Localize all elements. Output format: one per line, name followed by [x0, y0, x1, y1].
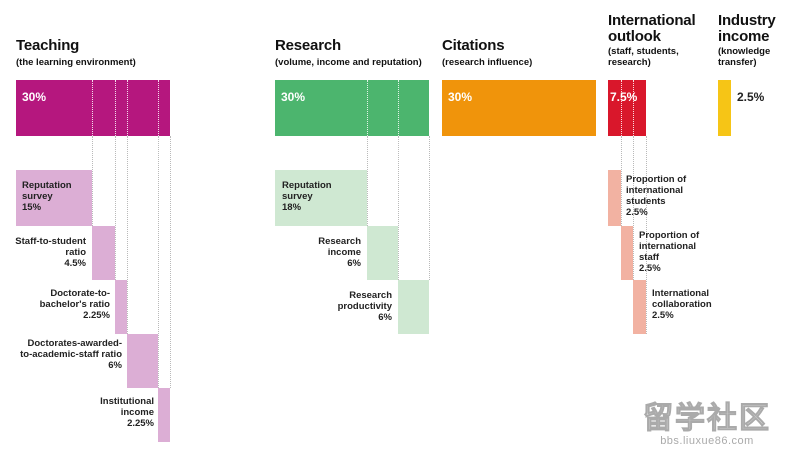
citations-weight: 30% — [448, 90, 473, 104]
industry-title: Industry income — [718, 12, 776, 45]
industry-subtitle: (knowledge transfer) — [718, 46, 771, 68]
teaching-title: Teaching — [16, 37, 80, 54]
international-collaboration-label: International collaboration 2.5% — [652, 288, 712, 321]
teaching-reputation-label: Reputation survey 15% — [22, 180, 72, 213]
research-productivity-block — [398, 280, 429, 334]
research-weight: 30% — [281, 90, 306, 104]
industry-main-bar — [718, 80, 731, 136]
research-title: Research — [275, 37, 341, 54]
citations-main-bar: 30% — [442, 80, 596, 136]
teaching-doctorates-awarded-label: Doctorates-awarded-to-academic-staff rat… — [20, 338, 122, 371]
teaching-staff-ratio-block — [92, 226, 115, 280]
international-weight: 7.5% — [610, 90, 638, 104]
international-subtitle: (staff, students, research) — [608, 46, 679, 68]
teaching-reputation-block — [16, 170, 92, 226]
international-students-label: Proportion of international students 2.5… — [626, 174, 687, 218]
industry-weight: 2.5% — [737, 90, 765, 104]
teaching-staff-ratio-label: Staff-to-student ratio 4.5% — [15, 236, 86, 269]
citations-title: Citations — [442, 37, 505, 54]
citations-subtitle: (research influence) — [442, 57, 533, 68]
international-staff-label: Proportion of international staff 2.5% — [639, 230, 700, 274]
international-staff-block — [621, 226, 633, 280]
teaching-weight: 30% — [22, 90, 47, 104]
watermark-logo: 留学社区 — [643, 402, 771, 435]
international-title: International outlook — [608, 12, 696, 45]
research-income-block — [367, 226, 398, 280]
international-students-block — [608, 170, 621, 226]
teaching-doctorate-ratio-block — [115, 280, 127, 334]
teaching-main-bar: 30% — [16, 80, 170, 136]
research-income-label: Research income 6% — [318, 236, 361, 269]
research-subtitle: (volume, income and reputation) — [275, 57, 422, 68]
international-main-bar: 7.5% — [608, 80, 646, 136]
watermark-url: bbs.liuxue86.com — [660, 435, 754, 447]
teaching-institutional-income-block — [158, 388, 170, 442]
research-main-bar: 30% — [275, 80, 429, 136]
research-productivity-label: Research productivity 6% — [337, 290, 392, 323]
teaching-doctorate-ratio-label: Doctorate-to-bachelor's ratio 2.25% — [39, 288, 110, 321]
teaching-doctorates-awarded-block — [127, 334, 158, 388]
teaching-institutional-income-label: Institutional income 2.25% — [100, 396, 154, 429]
teaching-subtitle: (the learning environment) — [16, 57, 136, 68]
watermark: 留学社区 bbs.liuxue86.com — [643, 402, 771, 447]
international-collaboration-block — [633, 280, 646, 334]
research-reputation-label: Reputation survey 18% — [282, 180, 332, 213]
research-reputation-block — [275, 170, 367, 226]
